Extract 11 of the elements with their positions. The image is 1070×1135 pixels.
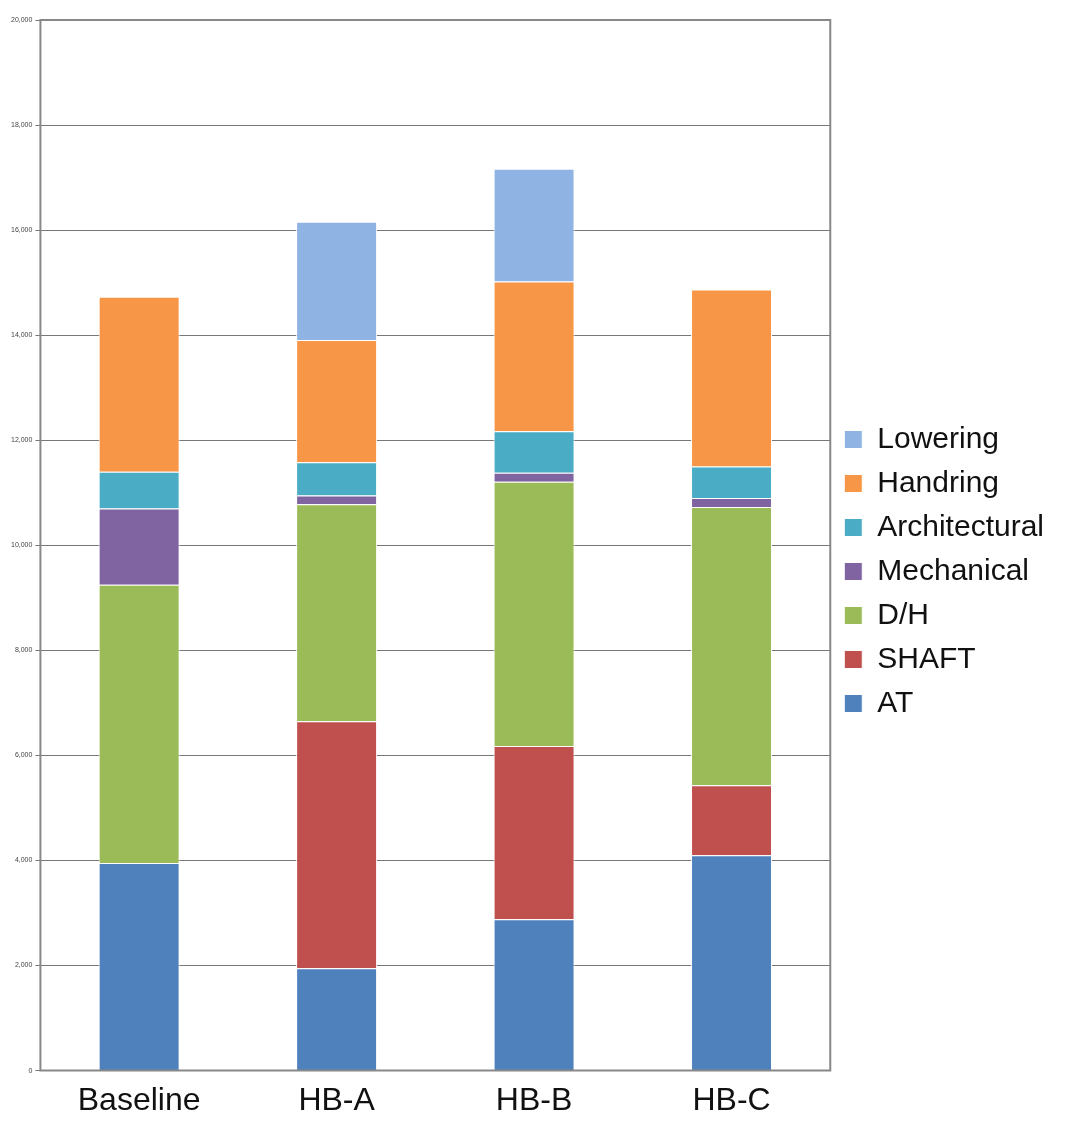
legend-label: Lowering	[877, 420, 1000, 454]
legend-label: AT	[877, 684, 914, 718]
legend-label: Architectural	[877, 508, 1045, 542]
x-tick-label: HB-C	[692, 1080, 771, 1117]
x-tick-label: HB-B	[495, 1080, 573, 1117]
legend-label: Handring	[877, 464, 1000, 498]
legend-label: SHAFT	[877, 640, 976, 674]
x-tick-label: Baseline	[77, 1080, 201, 1117]
x-tick-label: HB-A	[298, 1080, 376, 1117]
legend-label: Mechanical	[877, 552, 1030, 586]
legend-label: D/H	[877, 596, 929, 630]
